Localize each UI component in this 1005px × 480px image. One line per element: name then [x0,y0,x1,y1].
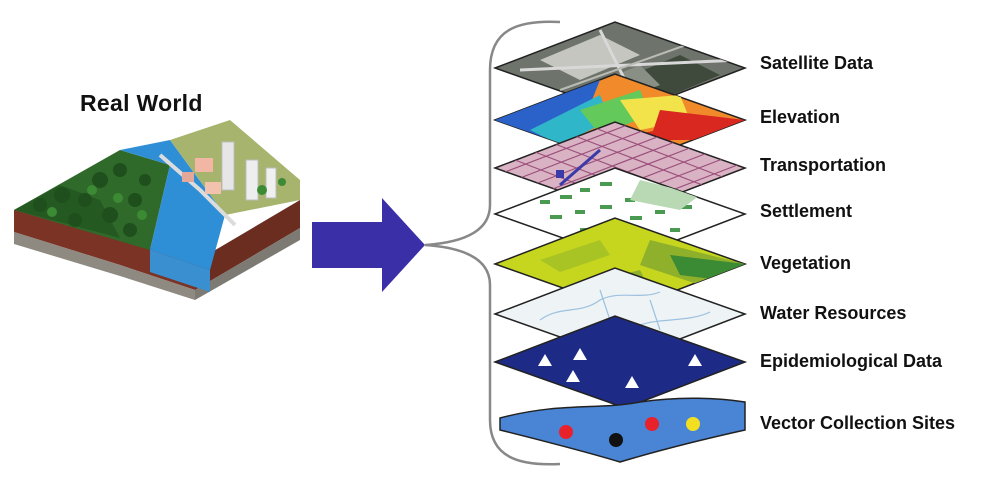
layer-bracket [424,20,561,466]
label-vegetation: Vegetation [760,253,852,273]
label-epidemiological-data: Epidemiological Data [760,351,943,371]
layer-vector-collection-sites [499,397,746,463]
label-transportation: Transportation [760,155,887,175]
real-world-title: Real World [80,90,203,116]
collection-site-red [559,425,573,439]
label-water-resources: Water Resources [760,303,907,323]
layer-epidemiological-data [492,315,748,409]
label-vector-collection-sites: Vector Collection Sites [760,413,956,433]
transform-arrow [312,198,425,292]
real-world-terrain-illustration [14,120,300,300]
collection-site-black [609,433,623,447]
collection-site-red [645,417,659,431]
label-satellite-data: Satellite Data [760,53,874,73]
label-elevation: Elevation [760,107,841,127]
collection-site-yellow [686,417,700,431]
label-settlement: Settlement [760,201,853,221]
layer-elevation [492,73,748,167]
